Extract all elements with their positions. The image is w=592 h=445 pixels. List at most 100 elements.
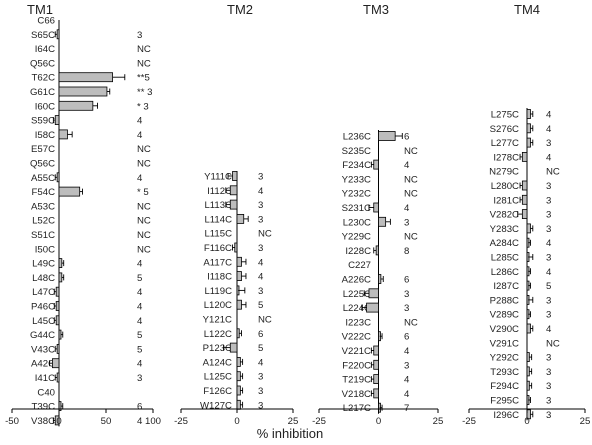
x-tick-label: 50 [101, 416, 112, 427]
row-label: Y232C [342, 189, 371, 200]
row-label: P288C [490, 295, 519, 306]
row-annotation: 4 [258, 357, 264, 368]
bar [58, 272, 63, 283]
row-label: I60C [35, 101, 55, 112]
bar [58, 258, 63, 269]
bar [236, 299, 242, 310]
row-label: L286C [491, 267, 519, 278]
x-tick-label: 100 [145, 416, 161, 427]
row-annotation: 4 [404, 389, 410, 400]
row-label: V38C [31, 416, 55, 427]
bar [526, 366, 530, 377]
row-label: N279C [489, 167, 519, 178]
row-annotation: * 5 [137, 187, 149, 198]
x-tick-label: -25 [462, 416, 476, 427]
row-annotation: 3 [546, 295, 551, 306]
row-annotation: 3 [258, 386, 263, 397]
row-annotation: 4 [258, 272, 264, 283]
bar [378, 274, 382, 284]
row-annotation: NC [137, 216, 151, 227]
x-tick-label: 0 [524, 416, 529, 427]
row-annotation: 5 [137, 344, 142, 355]
row-annotation: 4 [258, 186, 264, 197]
panel-title: TM3 [363, 2, 389, 17]
panel-title: TM2 [227, 2, 253, 17]
row-label: A226C [342, 275, 371, 286]
bar [236, 213, 245, 224]
bar [232, 171, 238, 181]
row-label: A53C [31, 201, 55, 212]
row-label: V221C [342, 346, 371, 357]
row-annotation: 4 [137, 416, 143, 427]
bar [378, 131, 396, 141]
row-label: L275C [491, 110, 519, 121]
row-annotation: 3 [137, 373, 142, 384]
row-annotation: 5 [137, 273, 142, 284]
bar [368, 288, 379, 299]
row-annotation: 4 [258, 257, 264, 268]
row-annotation: 3 [546, 353, 551, 364]
row-label: L285C [491, 253, 519, 264]
row-annotation: 4 [137, 316, 143, 327]
panel-tm4: TM4 L275C 4 S276C 4 L277C 3 I278C 4 N279C NC L280C 3… [462, 2, 590, 427]
row-label: T62C [32, 73, 56, 84]
row-label: L52C [32, 216, 55, 227]
row-label: A55C [31, 173, 55, 184]
row-annotation: 3 [546, 181, 551, 192]
row-label: L122C [204, 329, 232, 340]
row-annotation: 3 [546, 138, 551, 149]
row-label: C227 [348, 260, 371, 271]
x-tick-label: -25 [312, 416, 326, 427]
row-annotation: NC [404, 189, 418, 200]
row-annotation: 3 [546, 224, 551, 235]
row-label: I296C [493, 410, 519, 421]
bar [373, 159, 379, 170]
x-tick-label: -50 [5, 416, 19, 427]
row-label: V290C [490, 324, 519, 335]
row-annotation: NC [546, 338, 560, 349]
row-label: F295C [490, 396, 519, 407]
row-annotation: 5 [137, 330, 142, 341]
row-annotation: 3 [258, 214, 263, 225]
bar [373, 388, 379, 399]
panel-tm3: TM3 L236C 6 S235C NC F234C 4 Y233C NC Y232C NC S231… [312, 2, 443, 427]
row-label: L114C [204, 214, 232, 225]
row-annotation: 4 [137, 359, 143, 370]
bar [236, 356, 241, 367]
bar [56, 372, 60, 383]
row-annotation: NC [137, 244, 151, 255]
row-label: I281C [493, 195, 519, 206]
bar [56, 29, 60, 40]
row-annotation: 3 [258, 400, 263, 411]
row-label: G61C [30, 87, 55, 98]
row-label: L277C [491, 138, 519, 149]
bar [229, 342, 238, 353]
row-annotation: 6 [404, 332, 409, 343]
bar [526, 352, 530, 363]
row-annotation: 6 [404, 275, 409, 286]
row-label: L119C [204, 286, 232, 297]
bar [58, 129, 68, 140]
row-label: G44C [30, 330, 55, 341]
row-label: F294C [490, 381, 519, 392]
bar [229, 199, 238, 210]
row-label: L120C [204, 300, 232, 311]
row-label: V282C [490, 210, 519, 221]
row-annotation: * 3 [137, 101, 149, 112]
row-annotation: 3 [404, 289, 409, 300]
row-label: I118C [207, 272, 232, 283]
row-label: S235C [342, 146, 371, 157]
row-annotation: NC [258, 315, 272, 326]
x-tick-label: 25 [288, 416, 299, 427]
bar [55, 315, 60, 326]
row-annotation: NC [137, 58, 151, 69]
row-annotation: 3 [546, 210, 551, 221]
row-annotation: 4 [546, 267, 552, 278]
row-label: P46C [31, 302, 55, 313]
row-annotation: 5 [258, 300, 263, 311]
row-annotation: 3 [546, 410, 551, 421]
bar [526, 323, 531, 334]
row-label: F116C [204, 243, 232, 254]
row-annotation: 5 [546, 281, 551, 292]
row-label: L280C [491, 181, 519, 192]
